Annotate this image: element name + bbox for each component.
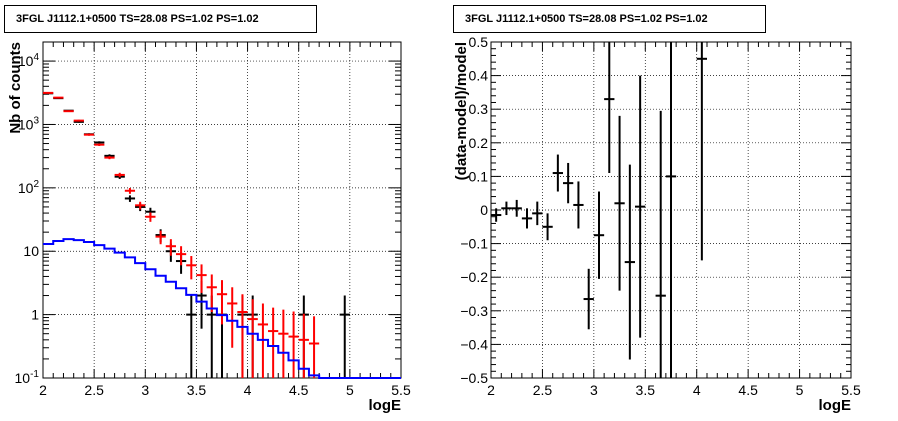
y-tick-label: −0.2 (460, 269, 488, 285)
x-tick-label: 2.5 (84, 382, 104, 398)
x-tick-label: 4.5 (289, 382, 309, 398)
left-plot-counts: 2 2.5 3 3.5 4 4.5 5 5.5 10-1 1 10 102 103 104 logE Nb o… (7, 41, 411, 414)
x-axis-label: logE (819, 397, 852, 414)
model-step-line (43, 238, 401, 379)
y-axis-label: Nb of counts (7, 42, 24, 134)
y-tick-label: 0.1 (469, 168, 489, 184)
y-tick-label: 0.3 (469, 101, 489, 117)
x-tick-label: 5.5 (391, 382, 411, 398)
x-tick-label: 2.5 (533, 382, 553, 398)
x-axis-label: logE (369, 397, 402, 414)
y-tick-label: 10 (23, 243, 39, 259)
y-tick-label: −0.1 (460, 236, 488, 252)
y-tick-label: 0.2 (469, 135, 489, 151)
x-tick-label: 3.5 (187, 382, 207, 398)
x-tick-label: 4 (244, 382, 252, 398)
y-tick-label: 1 (31, 307, 39, 323)
x-tick-label: 5 (346, 382, 354, 398)
y-tick-label: 0.5 (469, 34, 489, 50)
y-tick-label: 0.4 (469, 68, 489, 84)
right-plot-residuals: 2 2.5 3 3.5 4 4.5 5 5.5 −0.5 −0.4 −0.3 −0.2 −0.1 0 0.1… (453, 34, 861, 414)
left-chart-title: 3FGL J1112.1+0500 TS=28.08 PS=1.02 PS=1.… (4, 5, 317, 33)
y-tick-label: −0.3 (460, 303, 488, 319)
x-tick-label: 2 (39, 382, 47, 398)
series-0 (491, 42, 707, 378)
x-tick-label: 3 (590, 382, 598, 398)
right-chart-title: 3FGL J1112.1+0500 TS=28.08 PS=1.02 PS=1.… (453, 5, 766, 33)
x-tick-label: 3 (141, 382, 149, 398)
x-tick-label: 2 (487, 382, 495, 398)
x-tick-label: 3.5 (636, 382, 656, 398)
y-tick-label: 103 (18, 115, 40, 132)
y-tick-label: 0 (480, 202, 488, 218)
y-tick-label: 102 (18, 179, 40, 196)
x-tick-label: 4.5 (738, 382, 758, 398)
x-tick-label: 5 (796, 382, 804, 398)
y-tick-label: −0.4 (460, 336, 488, 352)
y-tick-label: 104 (18, 52, 40, 69)
y-tick-label: −0.5 (460, 370, 488, 386)
y-tick-label: 10-1 (15, 369, 40, 386)
x-tick-label: 5.5 (841, 382, 861, 398)
y-axis-label: (data-model)/model (453, 42, 470, 180)
series-2 (43, 238, 401, 379)
series-1 (43, 91, 320, 378)
x-tick-label: 4 (693, 382, 701, 398)
